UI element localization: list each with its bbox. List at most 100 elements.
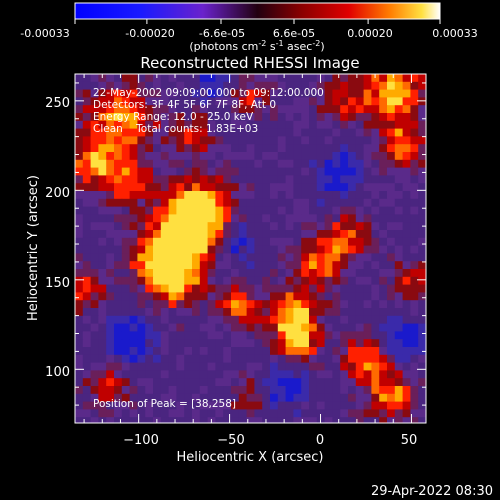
- heatmap-cell: [223, 354, 232, 363]
- heatmap-cell: [75, 386, 84, 395]
- heatmap-cell: [176, 89, 185, 98]
- heatmap-cell: [277, 386, 286, 395]
- heatmap-cell: [176, 128, 185, 137]
- heatmap-cell: [75, 222, 84, 231]
- heatmap-cell: [246, 331, 255, 340]
- heatmap-cell: [340, 409, 349, 418]
- heatmap-cell: [145, 128, 154, 137]
- heatmap-cell: [332, 315, 341, 324]
- heatmap-cell: [82, 409, 91, 418]
- heatmap-cell: [82, 284, 91, 293]
- heatmap-cell: [293, 120, 302, 129]
- heatmap-cell: [371, 206, 380, 215]
- y-tick-label-250: 250: [45, 96, 70, 111]
- heatmap-cell: [309, 144, 318, 153]
- x-axis-label: Heliocentric X (arcsec): [177, 450, 324, 465]
- heatmap-cell: [106, 370, 115, 379]
- heatmap-cell: [355, 214, 364, 223]
- heatmap-cell: [254, 245, 263, 254]
- heatmap-cell: [301, 370, 310, 379]
- heatmap-cell: [410, 97, 419, 106]
- heatmap-cell: [348, 308, 357, 317]
- heatmap-cell: [129, 292, 138, 301]
- heatmap-cell: [90, 347, 99, 356]
- heatmap-cell: [262, 245, 271, 254]
- heatmap-cell: [371, 89, 380, 98]
- heatmap-cell: [137, 284, 146, 293]
- heatmap-cell: [121, 308, 130, 317]
- heatmap-cell: [184, 97, 193, 106]
- heatmap-cell: [402, 386, 411, 395]
- heatmap-cell: [114, 97, 123, 106]
- heatmap-cell: [387, 175, 396, 184]
- heatmap-cell: [145, 74, 154, 83]
- heatmap-cell: [98, 183, 107, 192]
- x-tick-label--50: −50: [217, 433, 244, 448]
- heatmap-cell: [246, 276, 255, 285]
- heatmap-cell: [348, 222, 357, 231]
- heatmap-cell: [207, 152, 216, 161]
- heatmap-cell: [137, 362, 146, 371]
- heatmap-cell: [402, 222, 411, 231]
- heatmap-cell: [316, 230, 325, 239]
- heatmap-cell: [355, 300, 364, 309]
- heatmap-cell: [145, 183, 154, 192]
- heatmap-cell: [402, 300, 411, 309]
- heatmap-cell: [309, 370, 318, 379]
- heatmap-cell: [215, 113, 224, 122]
- heatmap-cell: [293, 214, 302, 223]
- heatmap-cell: [394, 230, 403, 239]
- heatmap-cell: [145, 331, 154, 340]
- heatmap-cell: [129, 152, 138, 161]
- heatmap-cell: [332, 183, 341, 192]
- heatmap-cell: [106, 206, 115, 215]
- heatmap-cell: [129, 284, 138, 293]
- heatmap-cell: [270, 378, 279, 387]
- heatmap-cell: [254, 269, 263, 278]
- heatmap-cell: [215, 323, 224, 332]
- heatmap-cell: [270, 136, 279, 145]
- heatmap-cell: [176, 230, 185, 239]
- heatmap-cell: [160, 362, 169, 371]
- heatmap-cell: [114, 354, 123, 363]
- heatmap-cell: [324, 191, 333, 200]
- heatmap-cell: [153, 113, 162, 122]
- heatmap-cell: [168, 97, 177, 106]
- heatmap-cell: [285, 237, 294, 246]
- heatmap-cell: [207, 253, 216, 262]
- heatmap-cell: [160, 393, 169, 402]
- heatmap-cell: [137, 323, 146, 332]
- heatmap-cell: [301, 136, 310, 145]
- heatmap-cell: [316, 175, 325, 184]
- heatmap-cell: [332, 206, 341, 215]
- heatmap-cell: [215, 183, 224, 192]
- heatmap-cell: [410, 159, 419, 168]
- heatmap-cell: [285, 191, 294, 200]
- heatmap-cell: [293, 308, 302, 317]
- heatmap-cell: [82, 401, 91, 410]
- heatmap-cell: [379, 370, 388, 379]
- heatmap-cell: [145, 292, 154, 301]
- heatmap-cell: [215, 159, 224, 168]
- heatmap-cell: [106, 261, 115, 270]
- heatmap-cell: [82, 128, 91, 137]
- heatmap-cell: [379, 253, 388, 262]
- heatmap-cell: [192, 237, 201, 246]
- heatmap-cell: [75, 175, 84, 184]
- heatmap-cell: [402, 292, 411, 301]
- heatmap-cell: [270, 292, 279, 301]
- heatmap-cell: [324, 393, 333, 402]
- heatmap-cell: [316, 198, 325, 207]
- heatmap-cell: [355, 347, 364, 356]
- heatmap-cell: [254, 378, 263, 387]
- heatmap-cell: [145, 261, 154, 270]
- heatmap-cell: [270, 362, 279, 371]
- heatmap-cell: [153, 339, 162, 348]
- heatmap-cell: [355, 89, 364, 98]
- heatmap-cell: [223, 74, 232, 83]
- heatmap-cell: [402, 214, 411, 223]
- heatmap-cell: [90, 167, 99, 176]
- heatmap-cell: [160, 105, 169, 114]
- heatmap-cell: [192, 308, 201, 317]
- heatmap-cell: [160, 370, 169, 379]
